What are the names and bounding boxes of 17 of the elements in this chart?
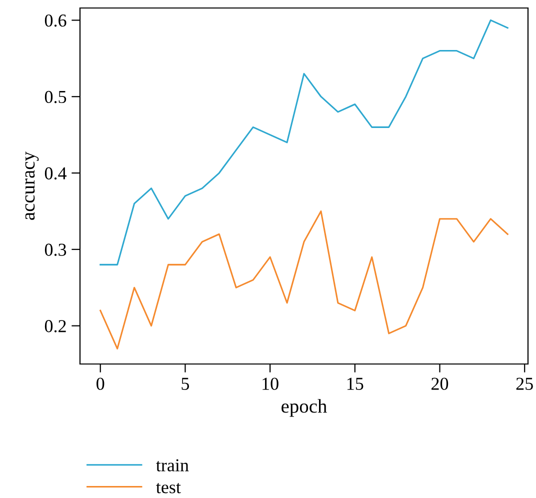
x-axis-title: epoch <box>282 399 327 417</box>
line-series <box>100 19 508 266</box>
y-tick-label: 0.3 <box>44 244 66 256</box>
y-tick-label: 0.2 <box>44 320 66 332</box>
y-tick-label: 0.6 <box>44 14 66 27</box>
legend-label: train <box>156 459 189 472</box>
x-tick-label: 5 <box>182 378 190 390</box>
x-tick-label: 0 <box>96 378 104 390</box>
x-tick-label: 15 <box>347 378 364 390</box>
x-tick-label: 20 <box>432 378 448 390</box>
y-axis-title: accuracy <box>25 152 39 220</box>
y-tick-label: 0.5 <box>44 90 66 104</box>
y-tick-label: 0.4 <box>44 167 67 180</box>
line-series <box>100 210 508 350</box>
legend-label: test <box>156 482 181 494</box>
x-tick-label: 10 <box>262 378 278 390</box>
x-tick-label: 25 <box>516 378 533 390</box>
